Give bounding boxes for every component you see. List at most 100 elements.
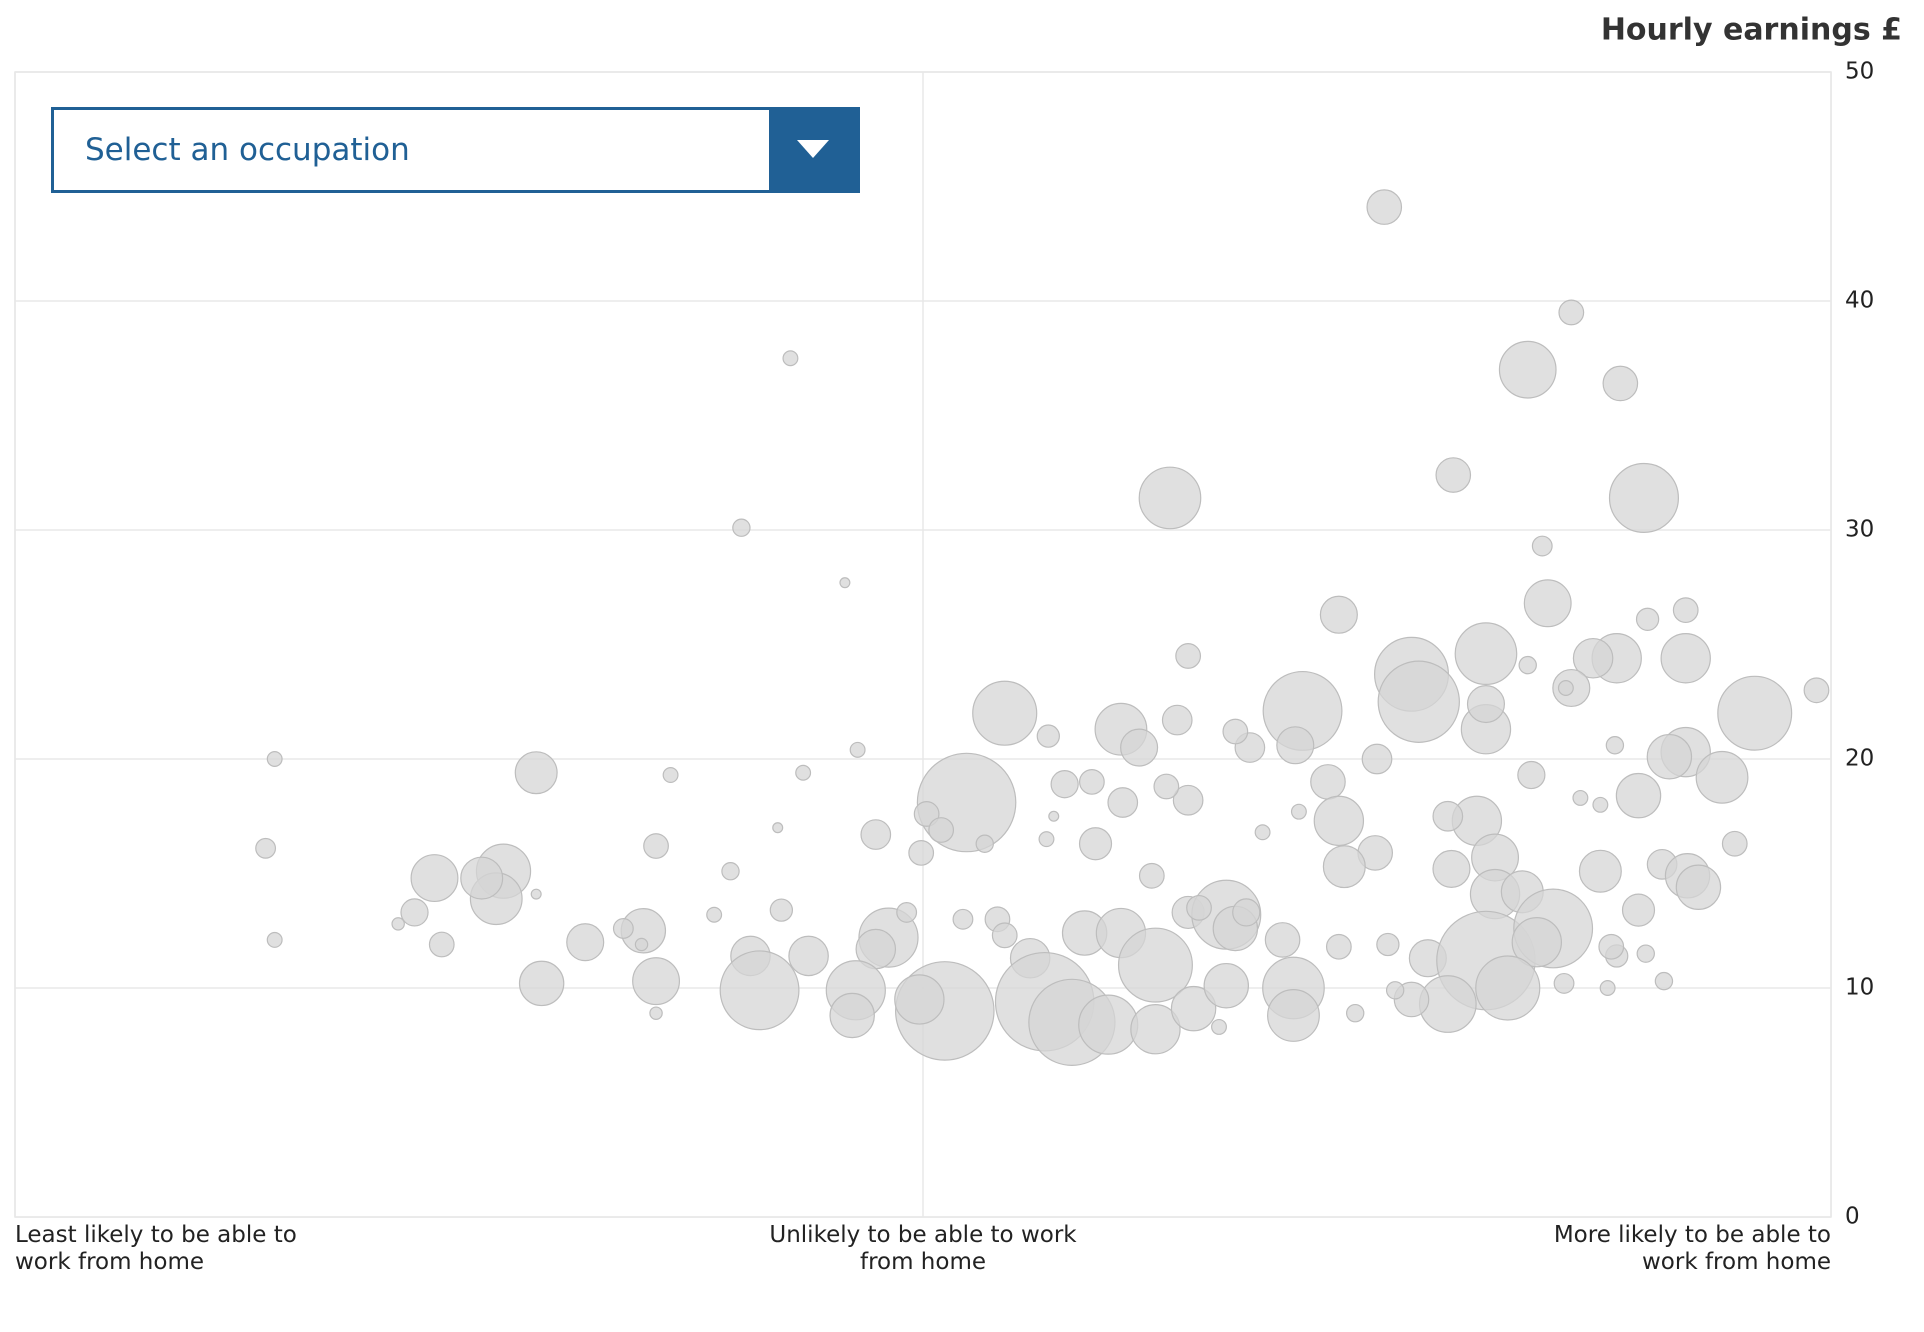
bubble [782, 350, 799, 367]
bubble [1803, 677, 1830, 704]
bubble [860, 819, 892, 850]
dropdown-placeholder: Select an occupation [85, 132, 410, 168]
y-tick-label: 10 [1845, 975, 1874, 1001]
bubble [530, 888, 542, 900]
bubble [1598, 933, 1625, 960]
bubble [1138, 862, 1165, 889]
bubble [1558, 299, 1585, 326]
bubble [928, 817, 955, 843]
bubble [1675, 864, 1722, 910]
bubble [1313, 795, 1365, 847]
bubble [1572, 637, 1614, 679]
bubble [1078, 827, 1113, 861]
bubble [1454, 622, 1518, 686]
bubble [1310, 764, 1346, 800]
bubble [428, 931, 455, 958]
bubble [732, 518, 751, 537]
bubble [1345, 1003, 1365, 1023]
bubble [1290, 803, 1307, 820]
dropdown-arrow [797, 140, 829, 158]
bubble [1038, 831, 1055, 848]
bubble [1721, 830, 1748, 857]
y-tick-label: 50 [1845, 59, 1874, 85]
bubble [1578, 849, 1622, 893]
bubble [1660, 633, 1711, 684]
bubble [1608, 462, 1679, 533]
x-tick-label: More likely to be able to work from home [1553, 1222, 1831, 1275]
y-axis-title: Hourly earnings £ [1601, 13, 1902, 48]
bubble [612, 918, 634, 939]
bubble [1523, 579, 1572, 628]
bubble [1377, 660, 1460, 743]
bubble [908, 839, 935, 866]
bubble [391, 917, 405, 931]
bubble [1170, 985, 1217, 1032]
bubble [1475, 955, 1541, 1021]
bubble [1161, 704, 1193, 736]
bubble [1435, 457, 1472, 493]
bubble [1615, 772, 1662, 819]
bubble [829, 992, 875, 1039]
bubble [1498, 340, 1557, 399]
bubble [643, 833, 669, 859]
bubble [1717, 675, 1793, 751]
bubble [1599, 980, 1616, 996]
bubble [769, 898, 794, 922]
bubble [719, 950, 800, 1031]
bubble [1048, 810, 1060, 822]
bubble [518, 960, 565, 1007]
bubble [632, 957, 681, 1006]
bubble [1592, 796, 1609, 813]
bubble [952, 908, 974, 930]
y-tick-label: 30 [1845, 517, 1874, 543]
bubble [1267, 989, 1320, 1042]
bubble [1172, 784, 1204, 816]
bubble [1175, 643, 1202, 669]
bubble [1432, 800, 1464, 832]
bubble [913, 801, 940, 827]
bubble [1117, 927, 1193, 1003]
bubble [1036, 724, 1060, 748]
bubble [266, 931, 283, 948]
bubble [1078, 769, 1105, 795]
bubble [788, 935, 829, 977]
bubble [772, 822, 784, 834]
occupation-dropdown[interactable]: Select an occupation [51, 107, 860, 193]
bubble [1557, 680, 1574, 696]
bubble [255, 837, 277, 859]
bubble [662, 767, 679, 784]
bubble [1572, 789, 1589, 806]
bubble [894, 974, 945, 1025]
bubble [975, 834, 994, 853]
bubble [1211, 1018, 1227, 1035]
bubble [1366, 189, 1403, 225]
bubble [991, 922, 1018, 949]
bubble [1605, 736, 1625, 755]
bubble [1322, 845, 1366, 889]
bubble [1376, 932, 1400, 957]
bubble [1646, 733, 1693, 780]
bubble [1186, 894, 1212, 921]
bubble [1078, 994, 1139, 1055]
bubble [1553, 972, 1575, 994]
bubble [721, 862, 740, 881]
y-tick-label: 40 [1845, 288, 1874, 314]
bubble [649, 1006, 663, 1020]
bubble [460, 856, 504, 900]
bubble [1254, 824, 1271, 841]
x-tick-label: Unlikely to be able to work from home [769, 1222, 1077, 1275]
bubble [410, 854, 459, 903]
bubble [1672, 597, 1699, 624]
bubble [1466, 684, 1506, 724]
bubble [1361, 743, 1393, 775]
dropdown-button[interactable] [769, 110, 857, 190]
bubble [1602, 365, 1639, 402]
bubble [1153, 773, 1180, 800]
bubble [896, 901, 918, 923]
bubble [514, 751, 558, 795]
bubble [634, 937, 649, 952]
bubble [1222, 718, 1249, 745]
bubble [1695, 750, 1749, 804]
bubble [1621, 893, 1656, 927]
